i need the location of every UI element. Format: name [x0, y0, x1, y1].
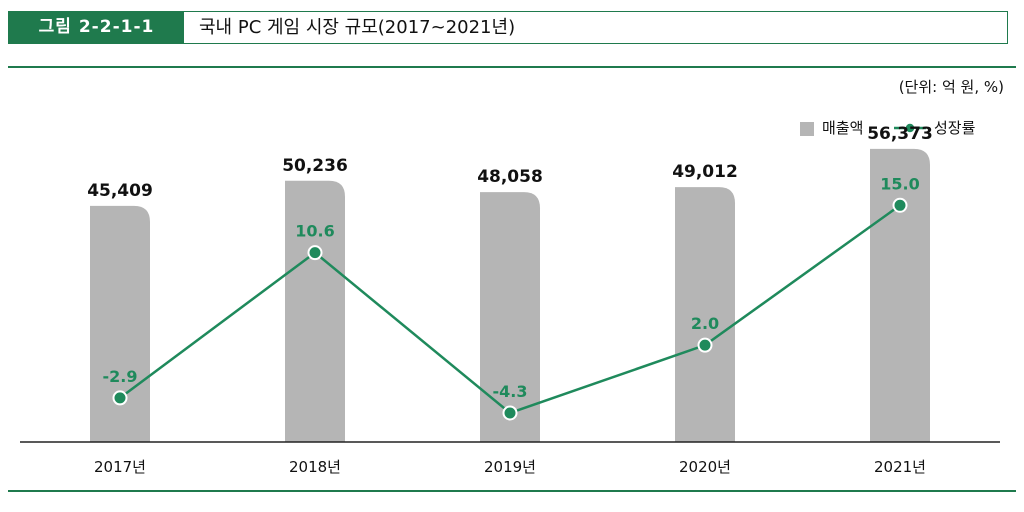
bar-value-label-1: 45,409 [87, 181, 153, 201]
x-tick-label-5: 2021년 [874, 458, 926, 476]
bar-value-label-4: 49,012 [672, 162, 738, 182]
unit-label: (단위: 억 원, %) [898, 78, 1004, 96]
bottom-divider [8, 490, 1016, 492]
growth-point-5 [892, 197, 908, 213]
bar-value-label-5: 56,373 [867, 124, 933, 144]
growth-value-label-1: -2.9 [103, 367, 138, 386]
bar-4 [675, 187, 735, 442]
growth-value-label-4: 2.0 [691, 314, 719, 333]
growth-point-2 [307, 245, 323, 261]
figure-title: 국내 PC 게임 시장 규모(2017~2021년) [199, 17, 516, 38]
growth-point-1 [112, 390, 128, 406]
top-divider [8, 66, 1016, 68]
x-tick-label-1: 2017년 [94, 458, 146, 476]
x-tick-label-4: 2020년 [679, 458, 731, 476]
growth-point-3 [502, 405, 518, 421]
bar-value-label-2: 50,236 [282, 156, 348, 176]
figure-number-tag: 그림 2-2-1-1 [9, 12, 184, 43]
legend-bar-swatch [800, 122, 814, 136]
growth-point-4 [697, 337, 713, 353]
bar-5 [870, 148, 930, 442]
bar-value-label-3: 48,058 [477, 167, 543, 187]
legend-label-growth: 성장률 [934, 119, 976, 137]
legend-line-swatch [894, 122, 926, 134]
growth-value-label-3: -4.3 [493, 382, 528, 401]
bar-2 [285, 180, 345, 442]
growth-value-label-2: 10.6 [295, 222, 334, 241]
growth-value-label-5: 15.0 [880, 174, 919, 193]
legend-label-sales: 매출액 [822, 119, 864, 137]
x-tick-label-2: 2018년 [289, 458, 341, 476]
bar-1 [90, 205, 150, 442]
bar-3 [480, 192, 540, 442]
x-tick-label-3: 2019년 [484, 458, 536, 476]
figure-title-box: 그림 2-2-1-1 국내 PC 게임 시장 규모(2017~2021년) [8, 11, 1008, 44]
